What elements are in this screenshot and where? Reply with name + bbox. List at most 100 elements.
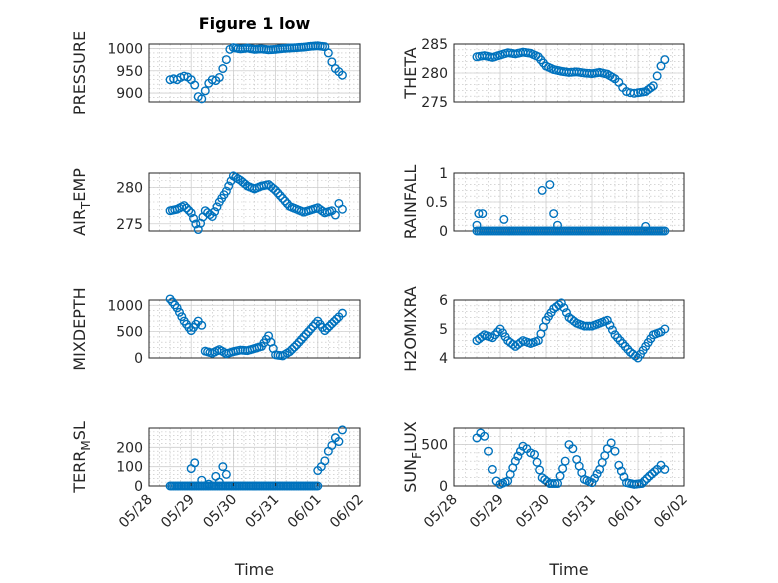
y-tick-label: 100 <box>116 460 143 476</box>
data-point <box>189 213 199 223</box>
y-tick-label: 5 <box>439 322 448 338</box>
data-point <box>592 469 602 479</box>
data-point <box>330 210 340 220</box>
data-point <box>629 88 639 98</box>
data-point <box>613 333 623 343</box>
data-point <box>623 344 633 354</box>
y-tick-label: 280 <box>116 181 143 197</box>
data-point <box>197 320 207 330</box>
data-point <box>606 438 616 448</box>
data-point <box>177 312 187 322</box>
data-point <box>332 314 342 324</box>
data-point <box>320 456 330 466</box>
subplot-3: 275 280 AIRTEMP <box>70 168 361 236</box>
data-point <box>648 81 658 91</box>
data-point <box>472 220 482 230</box>
data-point <box>645 471 655 481</box>
subplot-6: 4 5 6 H2OMIXRA <box>401 286 685 372</box>
y-tick-label: 6 <box>439 293 448 309</box>
data-point <box>210 207 220 217</box>
y-axis-label: RAINFALL <box>401 165 420 240</box>
data-point <box>641 221 651 231</box>
data-point <box>174 307 184 317</box>
data-point <box>301 329 311 339</box>
data-point <box>205 210 215 220</box>
data-point <box>280 196 290 206</box>
data-point <box>660 464 670 474</box>
data-point <box>487 464 497 474</box>
data-point <box>545 180 555 190</box>
data-point <box>547 479 557 489</box>
data-point <box>221 186 231 196</box>
data-point <box>212 202 222 212</box>
data-point <box>303 327 313 337</box>
y-tick-label: 0 <box>439 224 448 240</box>
data-point <box>560 456 570 466</box>
data-point <box>329 316 339 326</box>
data-point <box>337 308 347 318</box>
data-point <box>480 431 490 441</box>
data-point <box>224 181 234 191</box>
subplot-5: 0 500 1000 MIXDEPTH <box>70 287 361 371</box>
data-point <box>184 205 194 215</box>
data-point <box>556 298 566 308</box>
data-point <box>487 333 497 343</box>
subplot-1: 900 950 1000 PRESSURE Figure 1 low <box>70 14 361 115</box>
data-point <box>218 64 228 74</box>
data-point <box>607 325 617 335</box>
x-tick-label: 05/28 <box>116 492 156 532</box>
data-point <box>306 324 316 334</box>
axes-frame <box>453 299 685 359</box>
x-axis-label: Time <box>234 560 274 579</box>
y-tick-label: 0 <box>134 479 143 495</box>
data-point <box>200 86 210 96</box>
data-point <box>323 48 333 58</box>
data-point <box>474 209 484 219</box>
data-point <box>204 479 214 489</box>
data-point <box>190 458 200 468</box>
y-tick-label: 1 <box>439 166 448 182</box>
y-tick-label: 0.5 <box>426 195 448 211</box>
data-point <box>561 308 571 318</box>
data-point <box>320 326 330 336</box>
x-tick-label: 05/28 <box>421 492 461 532</box>
y-tick-label: 0 <box>134 351 143 367</box>
data-point <box>322 323 332 333</box>
y-tick-label: 1000 <box>107 41 143 57</box>
data-point <box>240 179 250 189</box>
axes-frame <box>453 427 685 487</box>
data-point <box>647 469 657 479</box>
y-tick-label: 4 <box>439 351 448 367</box>
data-point <box>327 440 337 450</box>
data-point <box>499 214 509 224</box>
data-point <box>590 473 600 483</box>
data-point <box>287 344 297 354</box>
x-tick-label: 05/30 <box>513 492 553 532</box>
data-point <box>484 446 494 456</box>
data-point <box>660 55 670 65</box>
axes-frame <box>148 172 361 232</box>
data-point <box>278 193 288 203</box>
data-point <box>191 219 201 229</box>
x-tick-label: 05/31 <box>559 492 599 532</box>
data-point <box>660 324 670 334</box>
axes-frame <box>148 43 361 103</box>
x-tick-label: 06/01 <box>285 492 325 532</box>
data-point <box>299 332 309 342</box>
data-point <box>530 450 540 460</box>
data-point <box>568 444 578 454</box>
data-point <box>197 475 207 485</box>
data-point <box>605 320 615 330</box>
data-point <box>587 478 597 488</box>
data-point <box>639 476 649 486</box>
data-point <box>179 201 189 211</box>
y-axis-label: AIRTEMP <box>70 168 93 236</box>
data-point <box>268 183 278 193</box>
axes-frame <box>453 43 685 103</box>
y-tick-label: 1000 <box>107 298 143 314</box>
data-point <box>273 188 283 198</box>
data-point <box>510 456 520 466</box>
